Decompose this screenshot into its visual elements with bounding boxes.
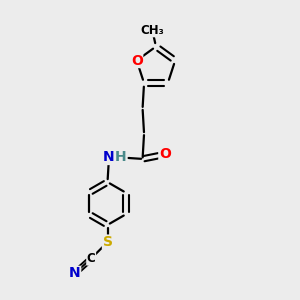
Text: N: N — [69, 266, 81, 280]
Text: CH₃: CH₃ — [140, 24, 164, 37]
Text: H: H — [115, 150, 126, 164]
Text: S: S — [103, 235, 112, 249]
Text: O: O — [131, 53, 143, 68]
Text: C: C — [87, 252, 95, 265]
Text: O: O — [159, 148, 171, 161]
Text: N: N — [103, 150, 115, 164]
